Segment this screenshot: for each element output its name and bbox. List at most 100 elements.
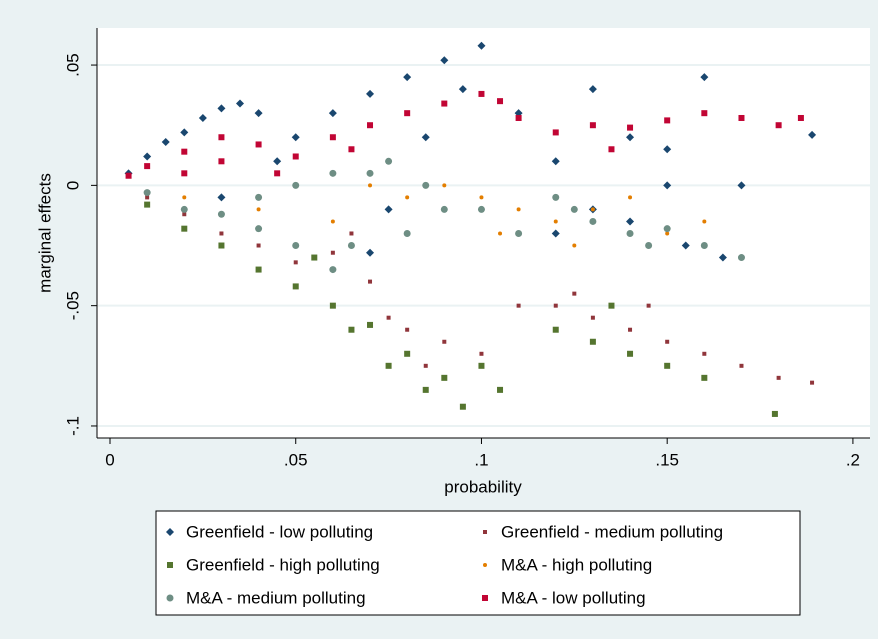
point xyxy=(145,195,150,200)
legend-label: M&A - medium polluting xyxy=(186,588,366,607)
point xyxy=(218,158,225,165)
point xyxy=(330,250,335,255)
point xyxy=(626,217,635,226)
point xyxy=(329,169,337,177)
point xyxy=(626,229,634,237)
point xyxy=(515,114,522,121)
point xyxy=(329,266,337,274)
point xyxy=(367,122,374,129)
x-tick-label: .2 xyxy=(846,450,860,469)
point xyxy=(478,90,485,97)
point xyxy=(553,219,558,224)
point xyxy=(423,363,428,368)
point xyxy=(182,212,187,217)
point xyxy=(254,109,263,118)
point xyxy=(292,181,300,189)
point xyxy=(125,172,132,179)
point xyxy=(665,231,670,236)
point xyxy=(516,207,521,212)
point xyxy=(459,403,466,410)
point xyxy=(663,225,671,233)
point xyxy=(665,339,670,344)
point xyxy=(180,128,189,137)
legend-label: Greenfield - medium polluting xyxy=(501,522,723,541)
point xyxy=(348,326,355,333)
point xyxy=(255,141,262,148)
point xyxy=(404,110,411,117)
legend-marker xyxy=(166,528,174,536)
point xyxy=(702,351,707,356)
point xyxy=(497,386,504,393)
point xyxy=(738,114,745,121)
point xyxy=(291,133,300,142)
legend-marker xyxy=(166,594,174,602)
point xyxy=(143,189,151,197)
x-axis-title: probability xyxy=(444,477,522,496)
point xyxy=(590,207,595,212)
x-tick-label: .15 xyxy=(655,450,679,469)
point xyxy=(663,181,672,190)
point xyxy=(572,291,577,296)
point xyxy=(421,133,430,142)
point xyxy=(441,100,448,107)
point xyxy=(181,170,188,177)
point xyxy=(274,170,281,177)
point xyxy=(810,380,815,385)
point xyxy=(608,302,615,309)
point xyxy=(255,225,263,233)
point xyxy=(627,350,634,357)
point xyxy=(497,98,504,105)
point xyxy=(330,219,335,224)
point xyxy=(589,338,596,345)
point xyxy=(626,133,635,142)
point xyxy=(403,73,412,82)
point xyxy=(217,193,226,202)
point xyxy=(776,375,781,380)
point xyxy=(589,217,597,225)
point xyxy=(737,181,746,190)
point xyxy=(255,266,262,273)
point xyxy=(182,195,187,200)
point xyxy=(702,219,707,224)
point xyxy=(329,302,336,309)
point xyxy=(403,229,411,237)
y-axis-title: marginal effects xyxy=(35,173,54,293)
point xyxy=(385,362,392,369)
legend-marker xyxy=(483,530,487,534)
point xyxy=(292,153,299,160)
point xyxy=(218,242,225,249)
point xyxy=(440,205,448,213)
point xyxy=(347,242,355,250)
legend-label: Greenfield - high polluting xyxy=(186,555,380,574)
point xyxy=(551,157,560,166)
point xyxy=(405,195,410,200)
point xyxy=(664,117,671,124)
point xyxy=(441,374,448,381)
point xyxy=(256,243,261,248)
point xyxy=(349,231,354,236)
point xyxy=(386,315,391,320)
point xyxy=(329,134,336,141)
point xyxy=(144,163,151,170)
point xyxy=(572,243,577,248)
point xyxy=(181,225,188,232)
point xyxy=(292,283,299,290)
point xyxy=(458,85,467,94)
point xyxy=(589,122,596,129)
point xyxy=(273,157,282,166)
y-tick-label: 0 xyxy=(63,181,82,190)
point xyxy=(498,231,503,236)
point xyxy=(664,362,671,369)
point xyxy=(552,129,559,136)
point xyxy=(143,152,152,161)
point xyxy=(515,229,523,237)
point xyxy=(627,124,634,131)
point xyxy=(771,410,778,417)
x-tick-label: .05 xyxy=(284,450,308,469)
point xyxy=(292,242,300,250)
legend-label: M&A - low polluting xyxy=(501,588,646,607)
point xyxy=(552,193,560,201)
point xyxy=(404,350,411,357)
legend-marker xyxy=(483,563,487,567)
